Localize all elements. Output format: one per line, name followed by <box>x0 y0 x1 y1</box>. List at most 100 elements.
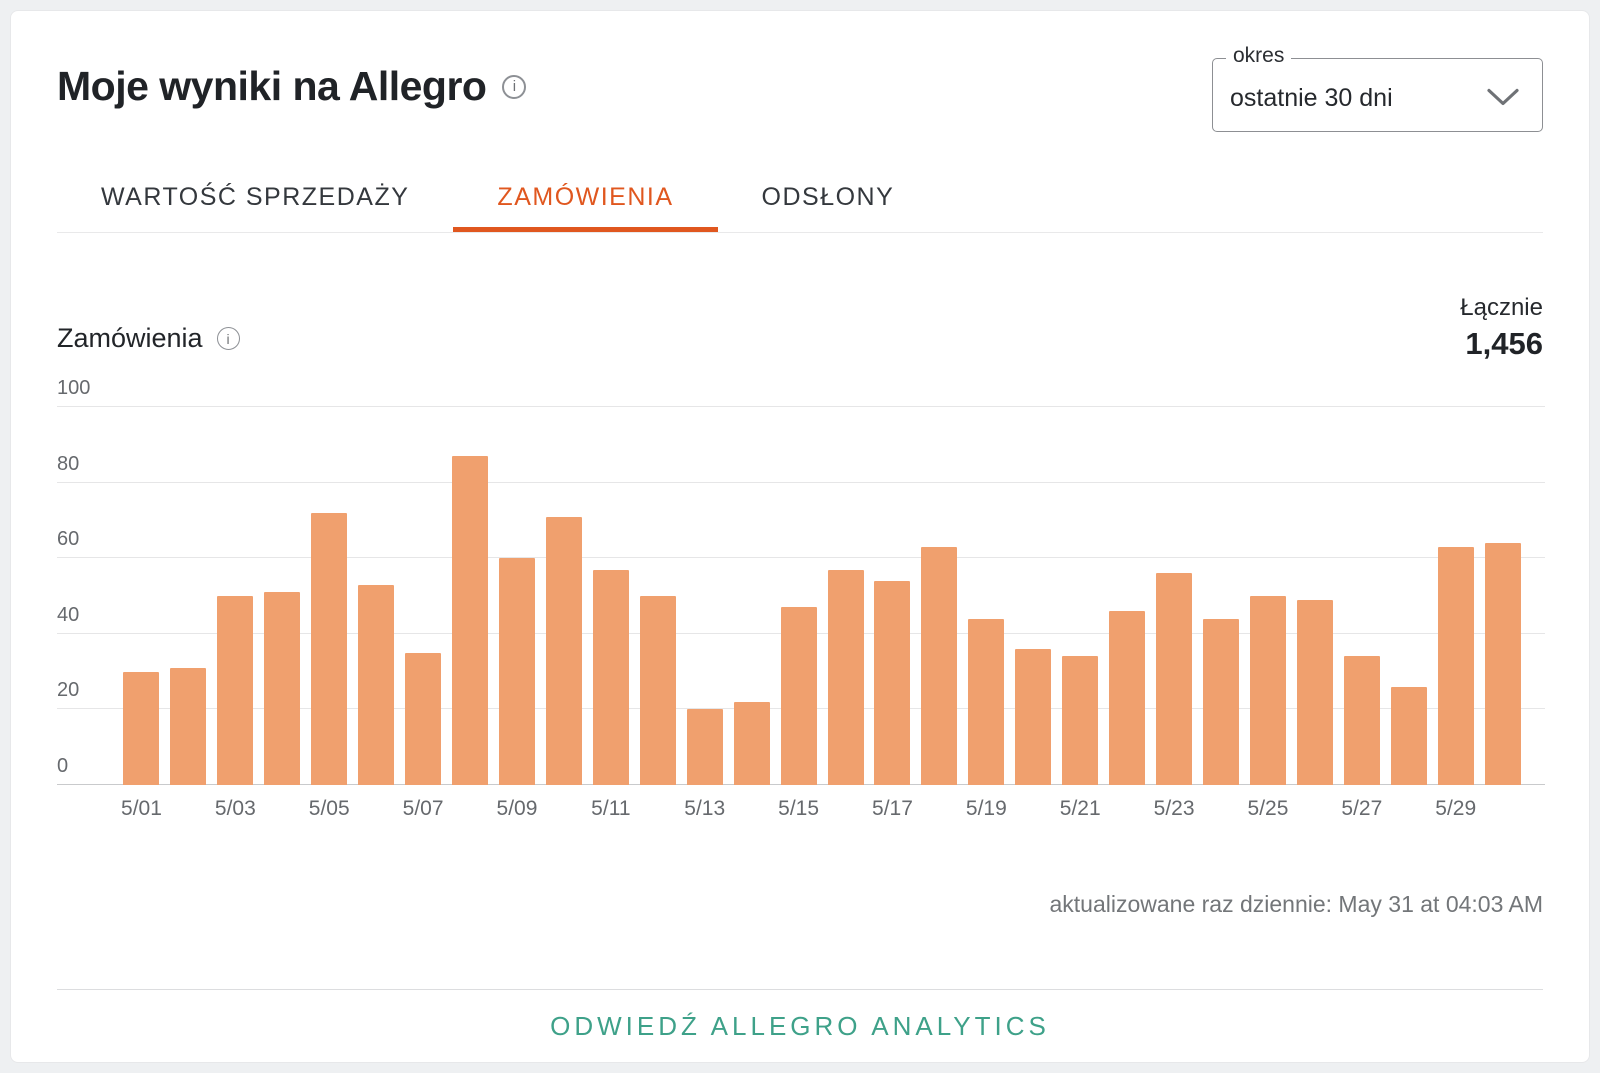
bar-5/14 <box>733 701 770 785</box>
x-axis-label: 5/23 <box>1153 797 1195 820</box>
bar-5/22 <box>1109 611 1146 785</box>
tab-wartosc-sprzedazy[interactable]: WARTOŚĆ SPRZEDAŻY <box>101 183 410 211</box>
bar-column <box>165 407 212 785</box>
title-info-icon[interactable]: i <box>502 74 527 99</box>
bar-5/27 <box>1343 656 1380 785</box>
bar-column <box>1104 407 1151 785</box>
bar-5/28 <box>1390 686 1427 785</box>
bar-5/15 <box>780 607 817 785</box>
bar-column: 5/01 <box>118 407 165 820</box>
y-axis-label: 40 <box>57 603 80 626</box>
bar-5/03 <box>217 596 254 785</box>
bar-columns: 5/01 5/03 5/05 5/07 5/09 5/11 5/13 5/15 5/17 5/19… <box>118 407 1526 820</box>
chevron-down-icon <box>1486 88 1520 113</box>
gridline-100 <box>57 406 1545 407</box>
gridline-60 <box>57 557 1545 559</box>
results-card: Moje wyniki na Allegro i okres ostatnie … <box>10 10 1590 1063</box>
bar-5/10 <box>545 516 582 785</box>
bar-column <box>447 407 494 785</box>
x-axis-label: 5/29 <box>1435 797 1477 820</box>
bar-5/30 <box>1484 543 1521 785</box>
y-axis-label: 80 <box>57 452 80 475</box>
bar-column <box>916 407 963 785</box>
bar-column: 5/17 <box>869 407 916 820</box>
tab-odslony[interactable]: ODSŁONY <box>761 183 895 211</box>
total-block: Łącznie 1,456 <box>1460 294 1543 362</box>
bar-5/04 <box>264 592 301 785</box>
bar-5/23 <box>1156 573 1193 785</box>
bar-5/24 <box>1203 618 1240 785</box>
bar-column <box>540 407 587 785</box>
bar-5/29 <box>1437 546 1474 785</box>
page-title: Moje wyniki na Allegro <box>57 63 487 109</box>
bar-column <box>1385 407 1432 785</box>
bar-column <box>1198 407 1245 785</box>
x-axis-label: 5/25 <box>1247 797 1289 820</box>
footer-divider <box>57 989 1543 990</box>
x-axis-label: 5/27 <box>1341 797 1383 820</box>
bar-5/13 <box>686 709 723 785</box>
allegro-analytics-link[interactable]: ODWIEDŹ ALLEGRO ANALYTICS <box>550 1010 1050 1041</box>
bar-column <box>1010 407 1057 785</box>
bar-5/01 <box>123 671 160 785</box>
bar-5/11 <box>592 569 629 785</box>
bar-column <box>259 407 306 785</box>
period-dropdown-value: ostatnie 30 dni <box>1230 83 1393 112</box>
bar-column <box>353 407 400 785</box>
bar-column: 5/09 <box>494 407 541 820</box>
bar-5/07 <box>405 652 442 785</box>
bar-5/08 <box>452 456 489 785</box>
bar-5/17 <box>874 580 911 785</box>
bar-5/16 <box>827 569 864 785</box>
y-axis-label: 100 <box>57 377 91 399</box>
bar-column: 5/15 <box>775 407 822 820</box>
y-axis-label: 0 <box>57 755 69 777</box>
bar-5/09 <box>498 558 535 785</box>
bar-column: 5/11 <box>587 407 634 820</box>
bar-5/26 <box>1296 599 1333 785</box>
orders-bar-chart: 0 20 40 60 80 100 5/01 5/03 5/05 5/07 5/09 5/11 5/1… <box>57 377 1545 820</box>
period-dropdown[interactable]: okres ostatnie 30 dni <box>1212 44 1543 132</box>
tab-bar: WARTOŚĆ SPRZEDAŻY ZAMÓWIENIA ODSŁONY <box>57 161 1543 233</box>
x-axis-label: 5/19 <box>965 797 1007 820</box>
metric-info-icon[interactable]: i <box>216 327 240 350</box>
bar-column: 5/23 <box>1151 407 1198 820</box>
bar-column: 5/07 <box>400 407 447 820</box>
y-axis-label: 60 <box>57 528 80 551</box>
bar-column <box>1479 407 1526 785</box>
bar-5/18 <box>921 546 958 785</box>
bar-column: 5/21 <box>1057 407 1104 820</box>
bar-5/19 <box>968 618 1005 785</box>
total-value: 1,456 <box>1465 326 1543 361</box>
bar-5/06 <box>358 584 395 785</box>
x-axis-label: 5/21 <box>1059 797 1101 820</box>
x-axis-label: 5/09 <box>496 797 538 820</box>
tab-zamowienia[interactable]: ZAMÓWIENIA <box>453 161 718 232</box>
bar-column <box>822 407 869 785</box>
bar-column <box>1291 407 1338 785</box>
x-axis-label: 5/15 <box>778 797 820 820</box>
x-axis-label: 5/17 <box>872 797 913 820</box>
bar-5/20 <box>1015 648 1052 785</box>
bar-5/25 <box>1249 596 1286 785</box>
bar-5/12 <box>639 596 676 785</box>
bar-column: 5/03 <box>212 407 259 820</box>
last-updated-text: aktualizowane raz dziennie: May 31 at 04… <box>1049 891 1543 917</box>
bar-column: 5/25 <box>1245 407 1292 820</box>
period-dropdown-label: okres <box>1226 44 1292 68</box>
x-axis-label: 5/11 <box>591 797 631 820</box>
x-axis-label: 5/07 <box>402 797 444 820</box>
bar-column: 5/13 <box>681 407 728 820</box>
total-label: Łącznie <box>1460 294 1543 321</box>
gridline-80 <box>57 481 1545 483</box>
bar-column: 5/29 <box>1432 407 1479 820</box>
bar-column <box>728 407 775 785</box>
x-axis-label: 5/03 <box>214 797 256 820</box>
bar-5/02 <box>170 667 207 785</box>
bar-5/21 <box>1062 656 1099 785</box>
bar-column: 5/27 <box>1338 407 1385 820</box>
bar-column: 5/19 <box>963 407 1010 820</box>
bar-5/05 <box>311 512 348 785</box>
x-axis-label: 5/05 <box>308 797 350 820</box>
bar-column <box>634 407 681 785</box>
